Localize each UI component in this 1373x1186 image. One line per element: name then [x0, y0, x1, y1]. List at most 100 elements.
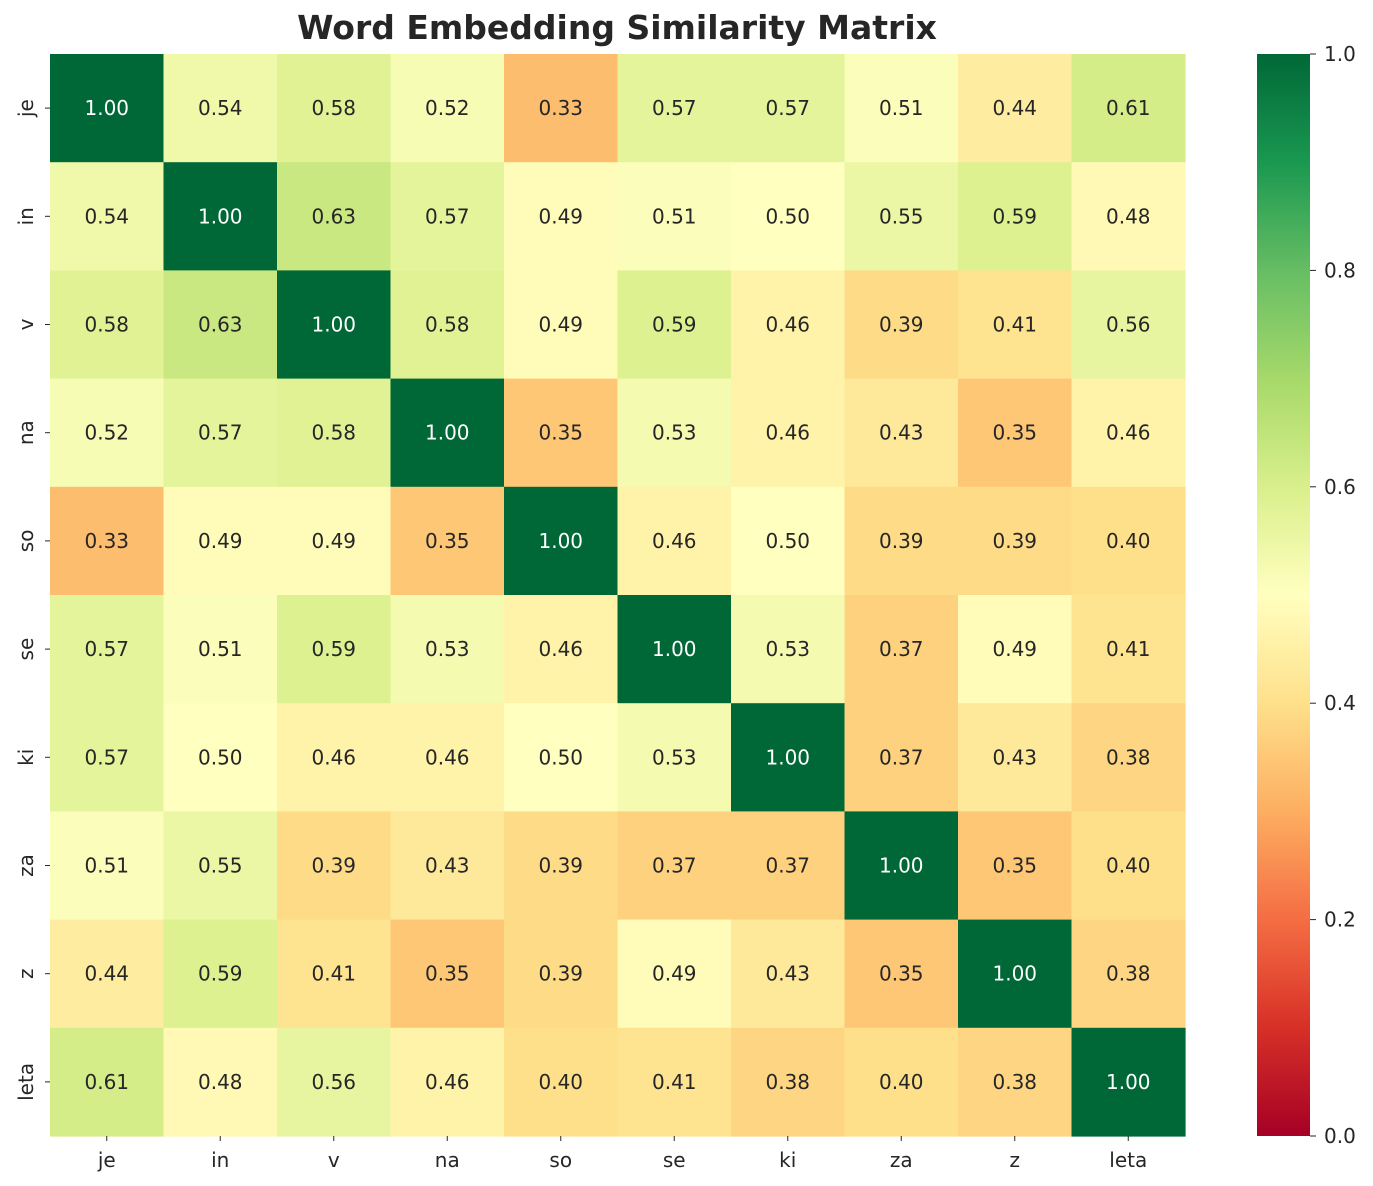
heatmap-cell	[958, 54, 1073, 163]
heatmap-cell	[844, 270, 959, 380]
y-tick-label: za	[14, 854, 38, 877]
heatmap-cell	[1071, 54, 1186, 163]
heatmap-cell	[504, 270, 619, 380]
heatmap-cell	[958, 919, 1073, 1029]
heatmap-cell	[1071, 162, 1186, 271]
cell-value-label: 0.39	[538, 854, 583, 878]
x-tick-label: je	[97, 1148, 116, 1172]
heatmap-cell	[617, 811, 732, 921]
x-tick-label: ki	[779, 1148, 796, 1172]
heatmap-cell	[731, 1027, 846, 1137]
heatmap-cell	[277, 162, 392, 271]
heatmap-cell	[731, 486, 846, 596]
cell-value-label: 0.55	[879, 204, 924, 228]
cell-value-label: 0.43	[765, 962, 810, 986]
heatmap-cell	[50, 595, 165, 704]
heatmap-cell	[617, 54, 732, 163]
cell-value-label: 0.38	[992, 1070, 1037, 1094]
cell-value-label: 1.00	[425, 421, 470, 445]
cell-value-label: 0.56	[311, 1070, 356, 1094]
heatmap-cell	[50, 270, 165, 380]
heatmap-cell	[1071, 595, 1186, 704]
heatmap-cell	[163, 54, 278, 163]
cell-value-label: 0.59	[992, 204, 1037, 228]
heatmap-cell	[50, 486, 165, 596]
heatmap-cell	[731, 378, 846, 488]
heatmap-cell	[1071, 1027, 1186, 1137]
cell-value-label: 0.46	[765, 313, 810, 337]
cell-value-label: 0.44	[84, 962, 129, 986]
heatmap-cell	[390, 486, 505, 596]
cell-value-label: 0.46	[425, 1070, 470, 1094]
cell-value-label: 0.53	[765, 637, 810, 661]
colorbar-tick-label: 0.6	[1324, 475, 1356, 499]
heatmap-cell	[504, 595, 619, 704]
cell-value-label: 0.57	[652, 96, 697, 120]
cell-value-label: 1.00	[538, 529, 583, 553]
heatmap-cell	[504, 378, 619, 488]
cell-value-label: 0.57	[198, 421, 243, 445]
cell-value-label: 0.58	[311, 96, 356, 120]
cell-value-label: 1.00	[198, 204, 243, 228]
colorbar-tick-label: 0.0	[1324, 1124, 1356, 1148]
cell-value-label: 0.59	[311, 637, 356, 661]
cell-value-label: 0.35	[425, 529, 470, 553]
cell-value-label: 0.50	[198, 745, 243, 769]
cell-value-label: 0.46	[765, 421, 810, 445]
x-tick-label: leta	[1109, 1148, 1147, 1172]
heatmap-cell	[1071, 703, 1186, 812]
x-tick-label: in	[211, 1148, 229, 1172]
heatmap-cell	[617, 919, 732, 1029]
cell-value-label: 0.41	[992, 313, 1037, 337]
cell-value-label: 0.53	[425, 637, 470, 661]
cell-value-label: 1.00	[1106, 1070, 1151, 1094]
cell-value-label: 0.46	[538, 637, 583, 661]
heatmap-cell	[163, 162, 278, 271]
heatmap-cell	[390, 378, 505, 488]
heatmap-cell	[277, 811, 392, 921]
cell-value-label: 0.54	[84, 204, 129, 228]
cell-value-label: 0.39	[311, 854, 356, 878]
cell-value-label: 0.58	[425, 313, 470, 337]
cell-value-label: 1.00	[765, 745, 810, 769]
heatmap-cell	[504, 162, 619, 271]
heatmap-cell	[844, 162, 959, 271]
heatmap-cell	[844, 703, 959, 812]
heatmap-cell	[1071, 270, 1186, 380]
y-tick-label: v	[14, 318, 38, 330]
cell-value-label: 0.54	[198, 96, 243, 120]
heatmap-cell	[844, 595, 959, 704]
colorbar-tick-label: 0.4	[1324, 691, 1356, 715]
cell-value-label: 0.39	[879, 529, 924, 553]
heatmap-cell	[731, 919, 846, 1029]
cell-value-label: 0.61	[1106, 96, 1151, 120]
cell-value-label: 0.49	[538, 204, 583, 228]
heatmap-cell	[390, 270, 505, 380]
heatmap-cell	[163, 378, 278, 488]
heatmap-cell	[504, 54, 619, 163]
cell-value-label: 0.48	[1106, 204, 1151, 228]
cell-value-label: 0.57	[84, 745, 129, 769]
heatmap-cell	[958, 1027, 1073, 1137]
heatmap-cell	[617, 486, 732, 596]
cell-value-label: 0.43	[425, 854, 470, 878]
cell-value-label: 0.46	[1106, 421, 1151, 445]
heatmap-cell	[958, 595, 1073, 704]
cell-value-label: 0.39	[538, 962, 583, 986]
y-tick-label: z	[14, 968, 38, 979]
heatmap-cell	[844, 919, 959, 1029]
cell-value-label: 0.33	[538, 96, 583, 120]
heatmap-cell	[731, 595, 846, 704]
heatmap-cell	[50, 162, 165, 271]
y-tick-label: je	[14, 99, 38, 118]
heatmap-cell	[277, 270, 392, 380]
heatmap-cell	[958, 811, 1073, 921]
cell-value-label: 0.63	[198, 313, 243, 337]
cell-value-label: 0.52	[425, 96, 470, 120]
cell-value-label: 0.56	[1106, 313, 1151, 337]
cell-value-label: 0.59	[198, 962, 243, 986]
chart-title: Word Embedding Similarity Matrix	[297, 8, 937, 47]
cell-value-label: 0.52	[84, 421, 129, 445]
heatmap-cell	[50, 919, 165, 1029]
